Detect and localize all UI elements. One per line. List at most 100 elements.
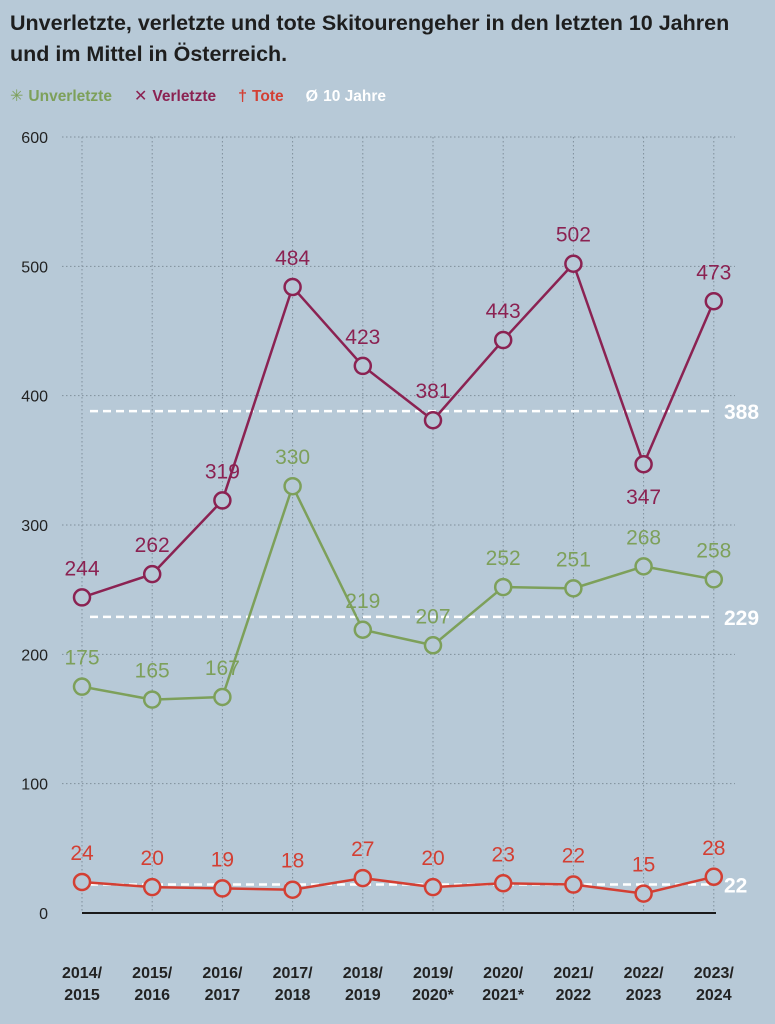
data-point [634,454,653,474]
data-point [423,410,443,430]
asterisk-icon: ✳ [10,88,24,105]
data-point [634,884,653,903]
legend-label: 10 Jahre [323,88,386,105]
y-tick-label: 100 [21,777,48,794]
x-tick-label: 2015/ [132,965,173,982]
data-label: 28 [702,837,725,860]
average-label: 229 [724,607,759,630]
data-point [353,620,373,640]
data-label: 502 [556,224,591,247]
data-point [142,877,162,897]
data-label: 18 [281,850,304,873]
data-label: 20 [141,847,164,870]
x-tick-label: 2021/ [553,965,594,982]
data-label: 219 [345,590,380,613]
data-label: 330 [275,446,310,469]
data-point [493,577,513,597]
chart-title: Unverletzte, verletzte und tote Skitoure… [10,11,730,66]
data-label: 258 [696,539,731,562]
data-label: 244 [64,557,99,580]
legend-label: Verletzte [152,88,217,105]
x-tick-label: 2016/ [202,965,243,982]
legend-item-unverletzte: ✳ Unverletzte [10,88,112,106]
data-point [213,879,232,898]
data-point [142,564,162,584]
data-label: 347 [626,486,661,509]
series-line-unverletzte [81,484,715,701]
legend-label: Tote [252,88,284,105]
data-label: 22 [562,845,585,868]
data-point [634,557,653,576]
data-label: 252 [486,547,521,570]
data-point [72,872,92,892]
average-label: 388 [724,401,759,424]
x-tick-label: 2023/ [694,965,735,982]
x-tick-label: 2020/ [483,965,524,982]
data-point [423,636,443,655]
data-label: 473 [696,261,731,284]
data-label: 20 [421,847,444,870]
y-tick-label: 600 [21,130,48,147]
data-point [704,292,724,311]
data-label: 19 [211,848,234,871]
data-label: 27 [351,838,374,861]
x-tick-label: 2019/ [413,965,454,982]
data-point [72,677,92,696]
data-label: 268 [626,526,661,549]
data-point [353,356,373,376]
data-point [213,687,232,707]
y-tick-label: 500 [21,259,48,276]
data-label: 207 [415,605,450,628]
legend-item-tote: † Tote [238,88,283,106]
legend-item-verletzte: ✕ Verletzte [134,88,216,106]
data-label: 24 [70,842,94,865]
x-tick-label: 2022/ [624,965,665,982]
average-label: 22 [724,875,747,898]
data-point [493,874,513,893]
cross-icon: ✕ [133,88,148,105]
legend: ✳ Unverletzte ✕ Verletzte † Tote Ø 10 Ja… [10,85,386,109]
legend-item-average: Ø 10 Jahre [306,88,386,106]
x-tick-label: 2018/ [343,965,384,982]
data-point [704,867,724,887]
data-label: 423 [345,326,380,349]
x-tick-label: 2017/ [273,965,314,982]
data-point [564,875,583,894]
x-tick-label: 2024 [696,987,732,1004]
data-point [423,877,443,897]
data-label: 484 [275,247,310,270]
data-point [72,588,92,607]
data-label: 23 [492,843,515,866]
average-icon: Ø [305,88,319,105]
x-tick-label: 2018 [275,987,311,1004]
x-tick-label: 2021* [482,987,525,1004]
x-tick-label: 2017 [205,987,241,1004]
data-point [142,690,162,709]
data-label: 443 [486,300,521,323]
series-line-verletzte [81,262,715,599]
data-label: 319 [205,460,240,483]
data-point [564,579,583,598]
y-tick-label: 200 [21,647,48,664]
dagger-icon: † [238,88,248,105]
data-label: 262 [135,534,170,557]
x-tick-label: 2014/ [62,965,103,982]
series-line-tote [81,875,715,895]
data-label: 251 [556,548,591,571]
y-tick-label: 400 [21,389,48,406]
x-tick-label: 2015 [64,987,100,1004]
data-label: 167 [205,657,240,680]
y-tick-label: 0 [39,906,48,923]
data-label: 381 [415,380,450,403]
data-point [283,880,302,899]
legend-label: Unverletzte [28,88,112,105]
data-point [213,491,232,510]
data-point [564,254,583,273]
data-label: 15 [632,854,655,877]
x-tick-label: 2020* [412,987,455,1004]
x-tick-label: 2019 [345,987,381,1004]
data-label: 165 [135,660,170,683]
data-label: 175 [64,647,99,670]
data-point [704,570,724,589]
